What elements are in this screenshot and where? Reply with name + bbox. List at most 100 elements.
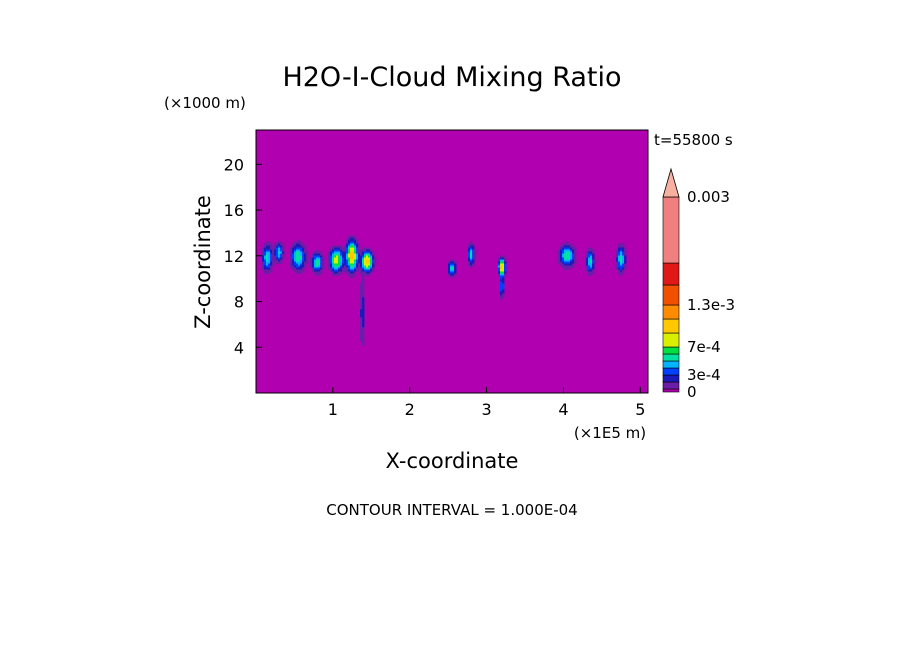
contour-cell [450, 273, 455, 276]
contour-cell [322, 267, 325, 270]
contour-cell [504, 259, 507, 262]
colorbar-label: 0 [687, 383, 697, 401]
contour-cell [364, 267, 367, 270]
contour-cell [270, 251, 273, 254]
contour-cell [358, 257, 363, 260]
contour-cell [618, 269, 621, 272]
contour-cell [332, 255, 335, 258]
contour-cell [332, 273, 341, 276]
contour-cell [320, 267, 323, 270]
contour-cell [362, 321, 365, 324]
contour-cell [290, 255, 293, 258]
contour-cell [562, 247, 565, 250]
contour-cell [448, 273, 451, 276]
contour-cell [500, 281, 503, 284]
contour-cell [366, 261, 371, 264]
contour-cell [332, 257, 335, 260]
contour-cell [500, 255, 505, 258]
contour-cell [470, 245, 475, 248]
contour-cell [332, 263, 335, 266]
contour-cell [334, 253, 341, 256]
contour-cell [362, 257, 365, 260]
contour-cell [306, 257, 309, 260]
contour-cell [360, 327, 365, 330]
contour-cell [620, 253, 623, 256]
contour-cell [270, 247, 277, 250]
contour-cell [564, 263, 573, 266]
contour-cell [360, 293, 365, 296]
contour-cell [366, 265, 369, 268]
contour-cell [330, 257, 333, 260]
contour-cell [302, 261, 305, 264]
contour-cell [570, 259, 573, 262]
contour-cell [362, 323, 365, 326]
contour-cell [332, 271, 335, 274]
contour-cell [274, 245, 277, 248]
contour-cell [266, 259, 269, 262]
contour-cell [360, 253, 363, 256]
contour-cell [558, 253, 561, 256]
contour-cell [314, 251, 323, 254]
contour-cell [312, 269, 315, 272]
contour-cell [588, 253, 593, 256]
contour-cell [468, 251, 471, 254]
contour-cell [570, 251, 573, 254]
contour-cell [618, 245, 625, 248]
contour-cell [618, 261, 621, 264]
contour-cell [296, 259, 301, 262]
contour-cell [574, 261, 577, 264]
contour-cell [346, 245, 349, 248]
contour-cell [620, 273, 623, 276]
contour-cell [624, 251, 627, 254]
contour-cell [354, 245, 357, 248]
contour-cell [574, 249, 577, 252]
colorbar-label: 3e-4 [687, 366, 721, 384]
contour-cell [348, 261, 351, 264]
contour-cell [290, 265, 295, 268]
contour-cell [588, 255, 591, 258]
contour-cell [340, 251, 343, 254]
contour-cell [586, 257, 589, 260]
contour-cell [348, 253, 351, 256]
contour-cell [278, 247, 281, 250]
contour-cell [360, 333, 365, 336]
contour-cell [302, 249, 305, 252]
contour-cell [370, 261, 373, 264]
contour-cell [300, 251, 303, 254]
contour-cell [350, 241, 355, 244]
contour-cell [366, 267, 371, 270]
contour-cell [360, 339, 365, 342]
y-axis-label: Z-coordinate [191, 195, 215, 329]
contour-cell [372, 265, 375, 268]
contour-cell [300, 265, 305, 268]
contour-cell [270, 263, 273, 266]
contour-cell [346, 247, 349, 250]
contour-cell [344, 259, 347, 262]
contour-cell [270, 255, 273, 258]
contour-cell [272, 249, 275, 252]
contour-cell [262, 249, 265, 252]
contour-cell [330, 251, 333, 254]
contour-cell [448, 261, 451, 264]
contour-cell [354, 269, 357, 272]
contour-cell [360, 269, 363, 272]
contour-cell [264, 265, 267, 268]
contour-cell [354, 271, 357, 274]
contour-cell [500, 283, 505, 286]
contour-cell [624, 257, 627, 260]
contour-cell [448, 269, 451, 272]
contour-cell [572, 263, 575, 266]
contour-cell [504, 271, 507, 274]
contour-cell [622, 263, 625, 266]
contour-cell [622, 269, 625, 272]
contour-cell [372, 267, 375, 270]
contour-cell [282, 245, 285, 248]
contour-cell [334, 267, 339, 270]
contour-cell [354, 259, 357, 262]
contour-cell [500, 267, 503, 270]
contour-cell [266, 251, 271, 254]
colorbar-segment [662, 388, 680, 393]
contour-cell [266, 245, 271, 248]
contour-cell [270, 261, 273, 264]
contour-cell [372, 263, 375, 266]
